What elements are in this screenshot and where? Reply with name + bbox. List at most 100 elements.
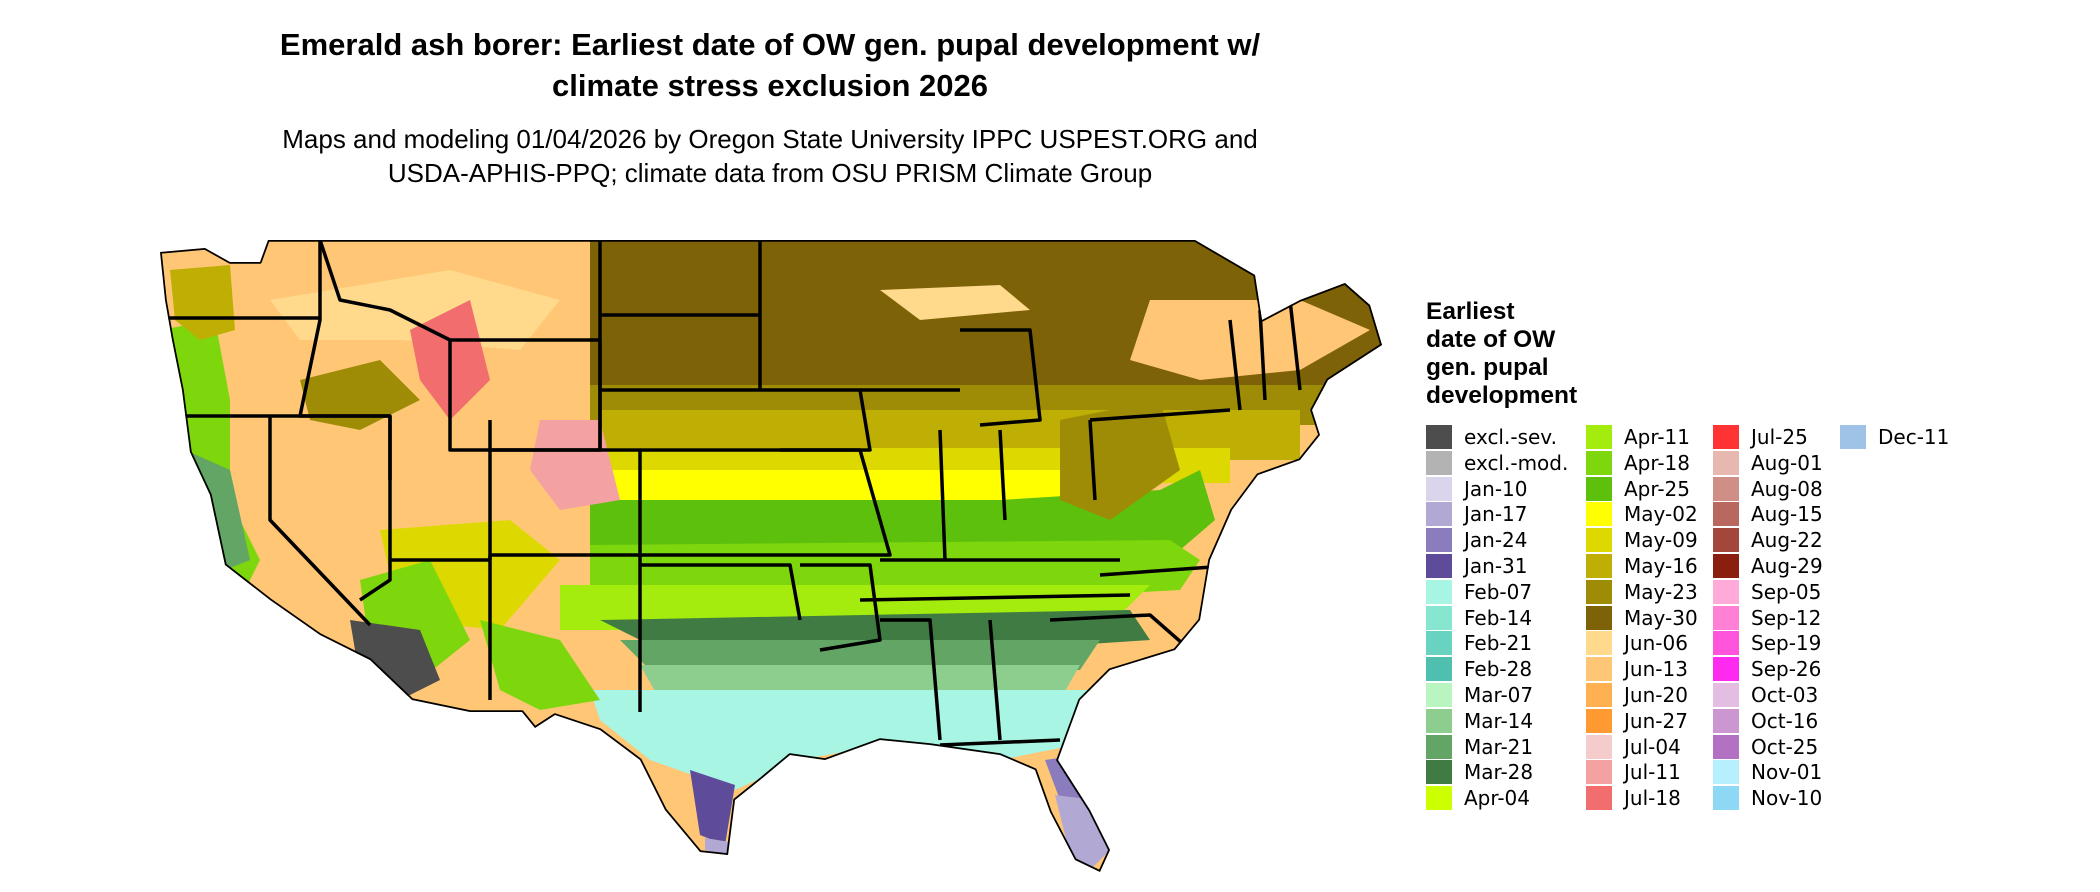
legend-label: Nov-01 [1751, 760, 1823, 785]
border-ar-la [800, 563, 882, 652]
border-ok-tx [640, 563, 802, 621]
legend-label: Oct-03 [1751, 682, 1819, 707]
legend-label: Jan-24 [1464, 528, 1528, 553]
legend-label: May-23 [1624, 579, 1698, 604]
legend-swatch [1586, 682, 1612, 707]
legend-label: Apr-11 [1624, 425, 1690, 449]
legend-swatch [1586, 450, 1612, 475]
border-ca-nv [268, 416, 372, 627]
legend-swatch [1713, 760, 1739, 785]
pacific-nw-yellow [170, 265, 235, 340]
legend-swatch [1426, 734, 1452, 759]
legend-swatch [1586, 528, 1612, 553]
border-ga-fl [939, 738, 1061, 747]
legend-swatch [1586, 605, 1612, 630]
legend-label: Mar-28 [1464, 760, 1534, 785]
legend-swatch [1426, 425, 1452, 449]
legend-label: May-02 [1624, 502, 1698, 527]
band-apr-25 [590, 470, 1215, 560]
border-co-nm [490, 448, 642, 557]
legend-title-line: development [1426, 382, 1578, 409]
legend-swatch [1713, 786, 1739, 811]
legend-swatch [1426, 579, 1452, 604]
border-vt-nh [1258, 309, 1267, 401]
legend-swatch [1713, 425, 1739, 449]
legend-label: Aug-22 [1751, 528, 1823, 553]
band-feb-07 [590, 690, 1100, 790]
us-phenology-map [160, 240, 1382, 872]
legend-swatch [1586, 425, 1612, 449]
legend-label: excl.-mod. [1464, 450, 1569, 475]
map-subtitle-line-1: Maps and modeling 01/04/2026 by Oregon S… [282, 124, 1258, 154]
legend-label: Feb-21 [1464, 631, 1533, 656]
legend-swatch [1713, 553, 1739, 578]
idaho-montana-light [270, 270, 560, 350]
legend-swatch [1713, 657, 1739, 682]
legend-label: Aug-08 [1751, 476, 1823, 501]
legend-swatch [1586, 760, 1612, 785]
legend-swatch [1840, 425, 1866, 449]
border-nh-me [1288, 299, 1302, 391]
legend-swatch [1426, 786, 1452, 811]
legend-swatch [1426, 553, 1452, 578]
border-oh-pa [1088, 419, 1097, 501]
legend-swatch [1426, 631, 1452, 656]
legend-label: Jan-31 [1464, 553, 1528, 578]
legend-label: Feb-28 [1464, 657, 1533, 682]
upper-michigan-light [880, 285, 1030, 320]
northeast-light [1130, 300, 1370, 380]
legend-swatch [1586, 631, 1612, 656]
legend-swatch [1426, 450, 1452, 475]
legend-label: Sep-12 [1751, 605, 1822, 630]
legend-label: May-30 [1624, 605, 1698, 630]
legend-label: excl.-sev. [1464, 425, 1557, 449]
legend-swatch [1426, 605, 1452, 630]
legend-label: Feb-07 [1464, 579, 1533, 604]
legend-swatch [1586, 579, 1612, 604]
legend-swatch [1586, 657, 1612, 682]
legend-swatch [1586, 553, 1612, 578]
legend-swatch [1713, 502, 1739, 527]
legend-label: May-09 [1624, 528, 1698, 553]
legend-label: Jul-25 [1751, 425, 1808, 449]
legend-label: May-16 [1624, 553, 1698, 578]
legend-swatch [1713, 605, 1739, 630]
legend-swatch [1586, 502, 1612, 527]
legend-label: Jul-11 [1624, 760, 1681, 785]
legend-swatch [1426, 657, 1452, 682]
legend-swatch [1713, 734, 1739, 759]
legend-label: Jun-20 [1624, 682, 1688, 707]
legend-swatch [1713, 708, 1739, 733]
great-basin-olive [300, 360, 420, 430]
legend-label: Mar-21 [1464, 734, 1534, 759]
legend-label: Mar-14 [1464, 708, 1534, 733]
legend-label: Sep-26 [1751, 657, 1822, 682]
legend-label: Aug-29 [1751, 553, 1823, 578]
legend-label: Jul-18 [1624, 786, 1681, 811]
legend-label: Jul-04 [1624, 734, 1681, 759]
legend-swatch [1713, 528, 1739, 553]
border-nc-sc [1049, 613, 1192, 652]
legend-label: Jun-27 [1624, 708, 1688, 733]
border-nv-east [359, 416, 392, 602]
legend-label: Apr-18 [1624, 450, 1690, 475]
legend-label: Nov-10 [1751, 786, 1823, 811]
legend-swatch [1713, 579, 1739, 604]
legend-swatch [1713, 682, 1739, 707]
legend-title-line: Earliest [1426, 298, 1515, 325]
legend-label: Apr-04 [1464, 786, 1530, 811]
legend-label: Jun-06 [1624, 631, 1688, 656]
legend-swatch [1713, 631, 1739, 656]
legend-swatch [1426, 476, 1452, 501]
colorado-high-red [530, 420, 620, 510]
legend-swatch [1426, 528, 1452, 553]
legend-label: Oct-16 [1751, 708, 1819, 733]
legend-label: Feb-14 [1464, 605, 1533, 630]
texas-coast-jan-31 [690, 770, 735, 845]
legend-label: Apr-25 [1624, 476, 1690, 501]
legend-label: Jun-13 [1624, 657, 1688, 682]
legend-swatch [1586, 734, 1612, 759]
legend-swatch [1586, 786, 1612, 811]
map-title-line-1: Emerald ash borer: Earliest date of OW g… [279, 27, 1261, 62]
legend-swatch [1426, 502, 1452, 527]
